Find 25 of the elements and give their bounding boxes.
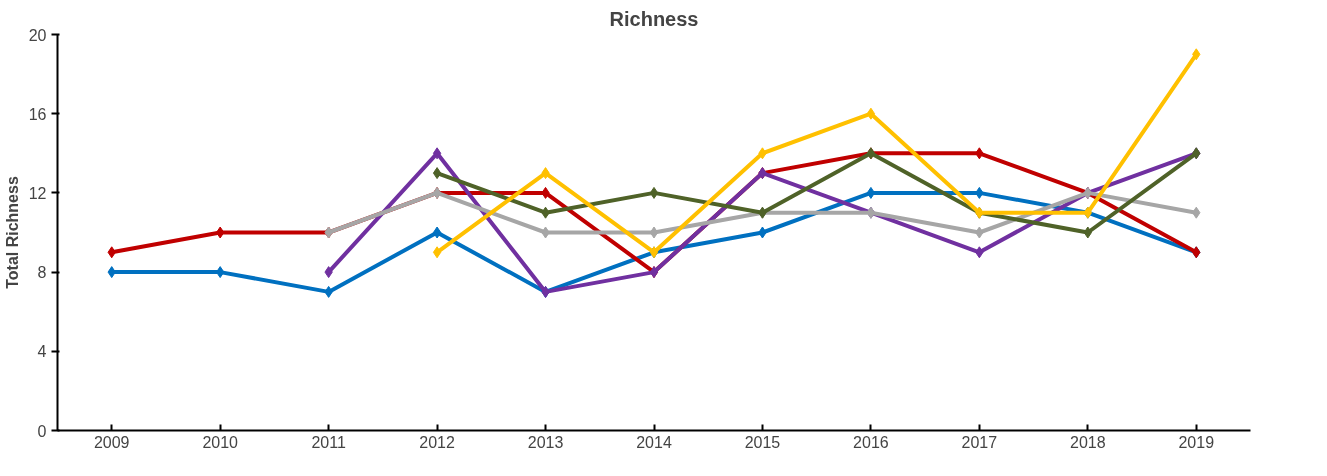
point [866,107,876,120]
x-tick-label: 2014 [636,433,672,451]
y-tick-label: 20 [28,26,47,44]
x-tick-label: 2018 [1070,433,1106,451]
chart-title: Richness [609,7,699,30]
x-tick-label: 2015 [744,433,781,451]
y-tick-label: 16 [28,105,47,123]
x-tick-label: 2012 [419,433,455,451]
x-tick-label: 2019 [1178,433,1215,451]
x-tick-label: 2009 [93,433,130,451]
y-axis-title: Total Richness [3,176,21,289]
y-tick-label: 12 [28,184,47,202]
point [649,186,659,199]
x-tick-label: 2016 [853,433,889,451]
point [432,246,442,259]
y-tick-label: 8 [37,264,47,282]
y-tick-label: 4 [37,343,47,361]
point [432,226,442,239]
x-tick-label: 2017 [961,433,998,451]
y-tick-label: 0 [37,422,47,440]
x-tick-label: 2011 [311,433,346,451]
x-tick-label: 2013 [527,433,564,451]
x-tick-label: 2010 [202,433,239,451]
point [432,147,442,160]
point [432,167,442,180]
